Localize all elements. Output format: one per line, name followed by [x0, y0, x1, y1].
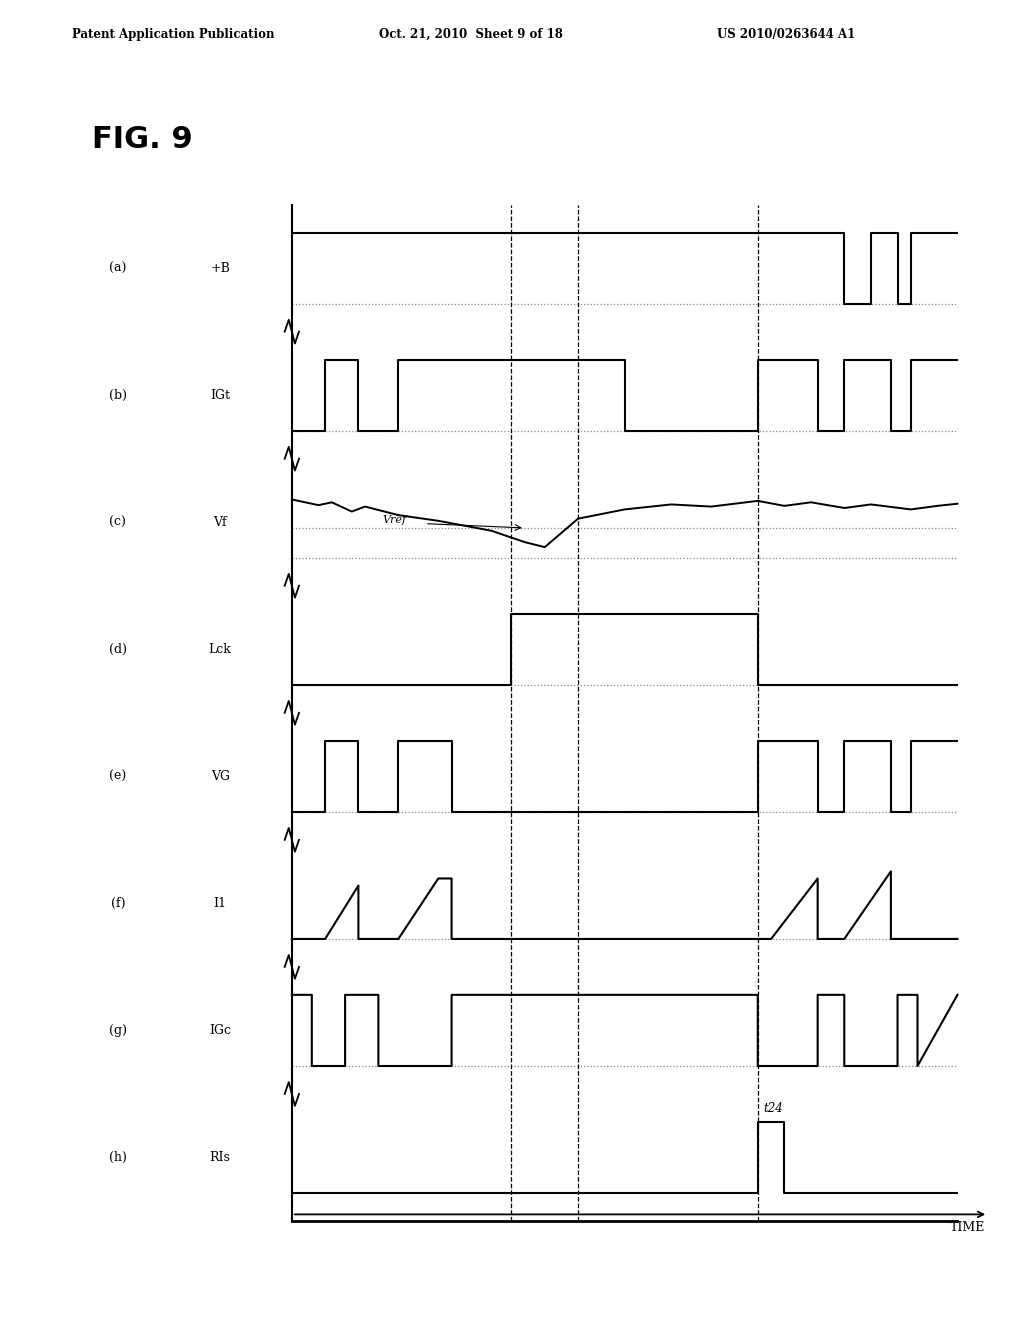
Text: Oct. 21, 2010  Sheet 9 of 18: Oct. 21, 2010 Sheet 9 of 18 — [379, 28, 563, 41]
Text: Vf: Vf — [213, 516, 227, 529]
Text: I1: I1 — [214, 896, 226, 909]
Text: (d): (d) — [109, 643, 127, 656]
Text: IGt: IGt — [210, 388, 230, 401]
Text: Lck: Lck — [209, 643, 231, 656]
Text: (h): (h) — [109, 1151, 127, 1164]
Text: TIME: TIME — [949, 1221, 985, 1234]
Text: US 2010/0263644 A1: US 2010/0263644 A1 — [717, 28, 855, 41]
Text: (f): (f) — [111, 896, 125, 909]
Text: FIG. 9: FIG. 9 — [92, 125, 193, 154]
Text: +B: +B — [210, 261, 230, 275]
Text: (c): (c) — [110, 516, 126, 529]
Text: t24: t24 — [763, 1102, 782, 1114]
Text: IGc: IGc — [209, 1024, 231, 1038]
Text: (a): (a) — [110, 261, 126, 275]
Text: RIs: RIs — [210, 1151, 230, 1164]
Text: Vref: Vref — [382, 515, 407, 525]
Text: Patent Application Publication: Patent Application Publication — [72, 28, 274, 41]
Text: (g): (g) — [109, 1024, 127, 1038]
Text: VG: VG — [211, 770, 229, 783]
Text: (b): (b) — [109, 388, 127, 401]
Text: (e): (e) — [110, 770, 126, 783]
